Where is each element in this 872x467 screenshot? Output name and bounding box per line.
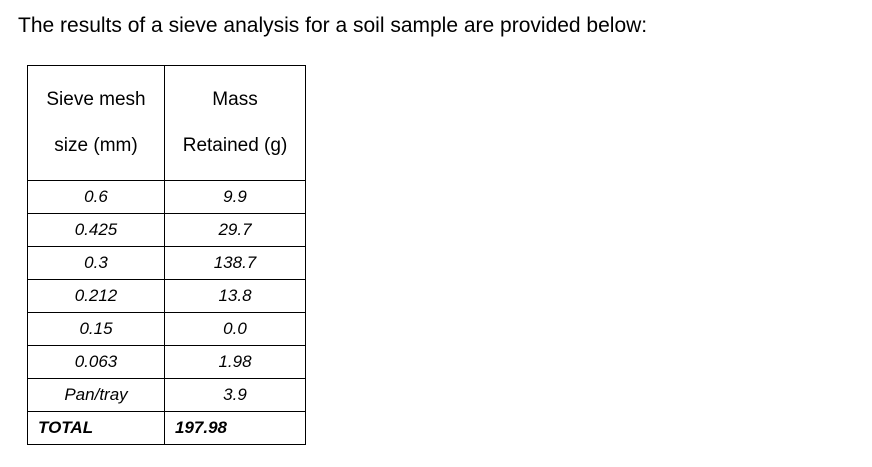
table-row: 0.425 29.7: [27, 213, 306, 247]
mass-retained-cell: 138.7: [164, 246, 306, 280]
sieve-size-cell: 0.3: [27, 246, 165, 280]
header-mass-line2: Retained (g): [182, 135, 288, 156]
sieve-size-cell: Pan/tray: [27, 378, 165, 412]
header-sieve-mesh-line2: size (mm): [54, 135, 138, 156]
sieve-size-cell: 0.425: [27, 213, 165, 247]
mass-retained-cell: 13.8: [164, 279, 306, 313]
header-sieve-mesh-size: Sieve mesh size (mm): [27, 65, 165, 181]
total-value: 197.98: [164, 411, 306, 445]
table-row: 0.212 13.8: [27, 279, 306, 313]
mass-retained-cell: 1.98: [164, 345, 306, 379]
table-row: 0.063 1.98: [27, 345, 306, 379]
sieve-size-cell: 0.063: [27, 345, 165, 379]
mass-retained-cell: 9.9: [164, 180, 306, 214]
table-row: 0.3 138.7: [27, 246, 306, 280]
sieve-analysis-table: Sieve mesh size (mm) Mass Retained (g) 0…: [27, 65, 306, 445]
table-row: 0.15 0.0: [27, 312, 306, 346]
sieve-size-cell: 0.212: [27, 279, 165, 313]
mass-retained-cell: 0.0: [164, 312, 306, 346]
intro-text: The results of a sieve analysis for a so…: [18, 14, 648, 37]
table-row: 0.6 9.9: [27, 180, 306, 214]
mass-retained-cell: 29.7: [164, 213, 306, 247]
table-row: Pan/tray 3.9: [27, 378, 306, 412]
header-sieve-mesh-line1: Sieve mesh: [46, 89, 146, 110]
total-label: TOTAL: [27, 411, 165, 445]
header-mass-line1: Mass: [212, 89, 258, 110]
total-row: TOTAL 197.98: [27, 411, 306, 445]
table-header-row: Sieve mesh size (mm) Mass Retained (g): [27, 65, 306, 181]
sieve-size-cell: 0.6: [27, 180, 165, 214]
sieve-size-cell: 0.15: [27, 312, 165, 346]
header-mass-retained: Mass Retained (g): [164, 65, 306, 181]
mass-retained-cell: 3.9: [164, 378, 306, 412]
